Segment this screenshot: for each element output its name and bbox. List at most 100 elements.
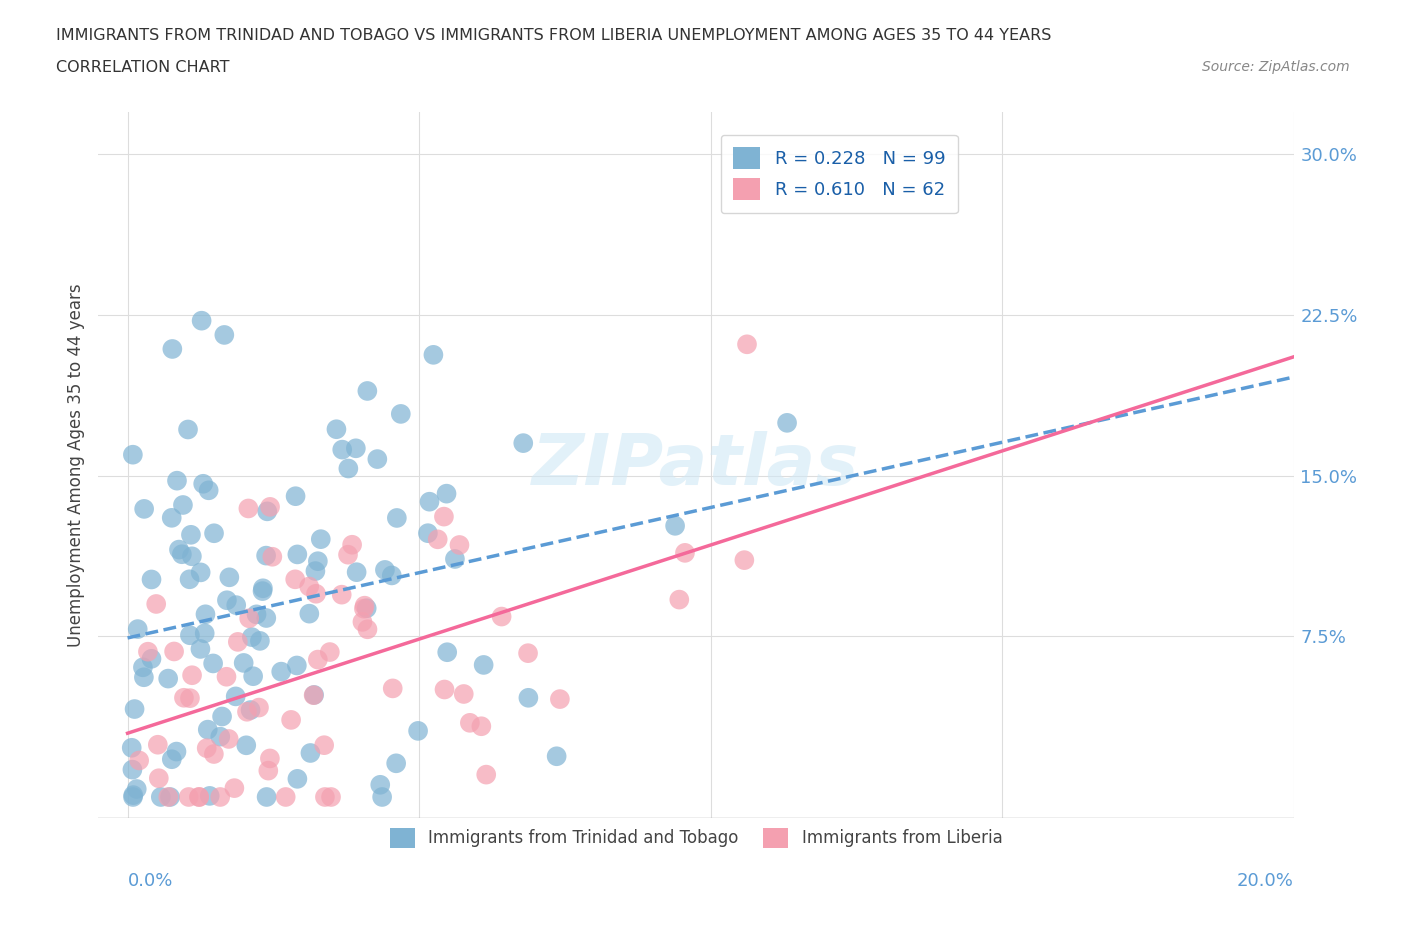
Point <box>226 634 249 649</box>
Point <box>193 476 215 491</box>
Point <box>381 681 404 696</box>
Point <box>416 525 439 540</box>
Point <box>249 633 271 648</box>
Point <box>389 406 412 421</box>
Point <box>179 691 201 706</box>
Point <box>190 313 212 328</box>
Point <box>353 598 375 613</box>
Point <box>274 790 297 804</box>
Point <box>188 790 211 804</box>
Point <box>314 790 336 804</box>
Text: Source: ZipAtlas.com: Source: ZipAtlas.com <box>1202 60 1350 74</box>
Point <box>225 689 247 704</box>
Point <box>160 511 183 525</box>
Point <box>385 756 408 771</box>
Point <box>121 763 143 777</box>
Point <box>270 664 292 679</box>
Point <box>218 732 240 747</box>
Point <box>337 547 360 562</box>
Point <box>145 596 167 611</box>
Point <box>177 422 200 437</box>
Point <box>256 504 278 519</box>
Point <box>149 790 172 804</box>
Point <box>197 723 219 737</box>
Point <box>418 494 440 509</box>
Point <box>218 570 240 585</box>
Point <box>225 598 247 613</box>
Point <box>134 501 156 516</box>
Point <box>426 532 449 547</box>
Point <box>305 586 328 601</box>
Point <box>284 489 307 504</box>
Point <box>181 668 204 683</box>
Point <box>406 724 429 738</box>
Text: ZIPatlas: ZIPatlas <box>533 431 859 499</box>
Point <box>121 740 143 755</box>
Point <box>356 383 378 398</box>
Point <box>177 790 200 804</box>
Point <box>197 483 219 498</box>
Legend: Immigrants from Trinidad and Tobago, Immigrants from Liberia: Immigrants from Trinidad and Tobago, Imm… <box>378 816 1014 859</box>
Point <box>166 473 188 488</box>
Point <box>194 626 217 641</box>
Point <box>284 572 307 587</box>
Point <box>356 601 378 616</box>
Point <box>198 789 221 804</box>
Point <box>238 611 260 626</box>
Point <box>453 686 475 701</box>
Point <box>330 442 353 457</box>
Point <box>170 547 193 562</box>
Point <box>202 747 225 762</box>
Point <box>254 611 277 626</box>
Point <box>491 609 513 624</box>
Point <box>304 564 326 578</box>
Point <box>259 751 281 766</box>
Text: 0.0%: 0.0% <box>128 872 173 890</box>
Point <box>371 790 394 804</box>
Point <box>240 630 263 644</box>
Point <box>125 781 148 796</box>
Point <box>141 651 163 666</box>
Point <box>173 690 195 705</box>
Point <box>141 572 163 587</box>
Point <box>136 644 159 659</box>
Point <box>252 581 274 596</box>
Point <box>188 790 211 804</box>
Point <box>735 337 758 352</box>
Point <box>298 579 321 594</box>
Point <box>330 587 353 602</box>
Point <box>194 607 217 622</box>
Point <box>160 751 183 766</box>
Point <box>215 670 238 684</box>
Point <box>180 549 202 564</box>
Point <box>146 737 169 752</box>
Point <box>436 486 458 501</box>
Point <box>352 615 374 630</box>
Point <box>179 628 201 643</box>
Point <box>673 545 696 560</box>
Point <box>239 702 262 717</box>
Point <box>257 764 280 778</box>
Point <box>458 715 481 730</box>
Point <box>285 658 308 673</box>
Point <box>190 642 212 657</box>
Point <box>128 753 150 768</box>
Point <box>668 592 690 607</box>
Point <box>202 656 225 671</box>
Point <box>124 701 146 716</box>
Text: 20.0%: 20.0% <box>1237 872 1294 890</box>
Point <box>475 767 498 782</box>
Point <box>163 644 186 659</box>
Point <box>166 744 188 759</box>
Point <box>366 452 388 467</box>
Point <box>172 498 194 512</box>
Point <box>470 719 492 734</box>
Point <box>337 461 360 476</box>
Point <box>211 709 233 724</box>
Point <box>307 652 329 667</box>
Point <box>232 656 254 671</box>
Point <box>374 563 396 578</box>
Text: IMMIGRANTS FROM TRINIDAD AND TOBAGO VS IMMIGRANTS FROM LIBERIA UNEMPLOYMENT AMON: IMMIGRANTS FROM TRINIDAD AND TOBAGO VS I… <box>56 28 1052 43</box>
Point <box>122 447 145 462</box>
Point <box>127 621 149 636</box>
